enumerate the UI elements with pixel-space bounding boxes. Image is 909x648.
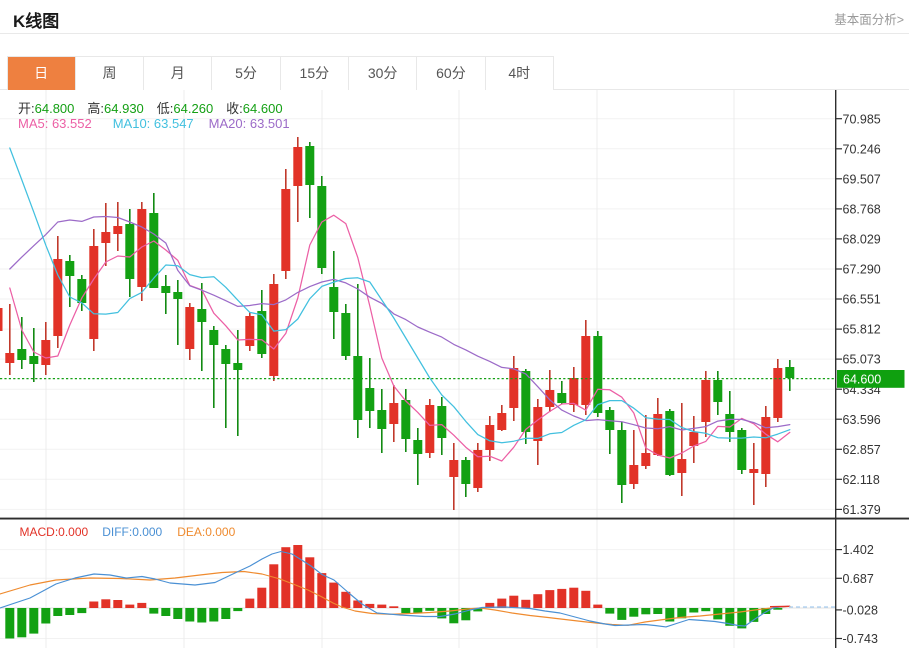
svg-text:70.985: 70.985 bbox=[843, 112, 881, 126]
svg-text:62.857: 62.857 bbox=[843, 443, 881, 457]
svg-text:69.507: 69.507 bbox=[843, 172, 881, 186]
svg-text:63.596: 63.596 bbox=[843, 413, 881, 427]
svg-text:66.551: 66.551 bbox=[843, 293, 881, 307]
svg-text:67.290: 67.290 bbox=[843, 263, 881, 277]
svg-text:65.812: 65.812 bbox=[843, 323, 881, 337]
svg-text:-0.743: -0.743 bbox=[843, 632, 878, 646]
svg-text:62.118: 62.118 bbox=[843, 473, 880, 487]
svg-text:65.073: 65.073 bbox=[843, 353, 881, 367]
svg-text:1.402: 1.402 bbox=[843, 543, 874, 557]
svg-text:68.029: 68.029 bbox=[843, 233, 881, 247]
svg-text:64.600: 64.600 bbox=[843, 373, 881, 387]
svg-text:70.246: 70.246 bbox=[843, 142, 881, 156]
svg-text:61.379: 61.379 bbox=[843, 503, 881, 517]
svg-text:-0.028: -0.028 bbox=[843, 604, 878, 618]
svg-text:0.687: 0.687 bbox=[843, 572, 874, 586]
svg-text:68.768: 68.768 bbox=[843, 203, 881, 217]
